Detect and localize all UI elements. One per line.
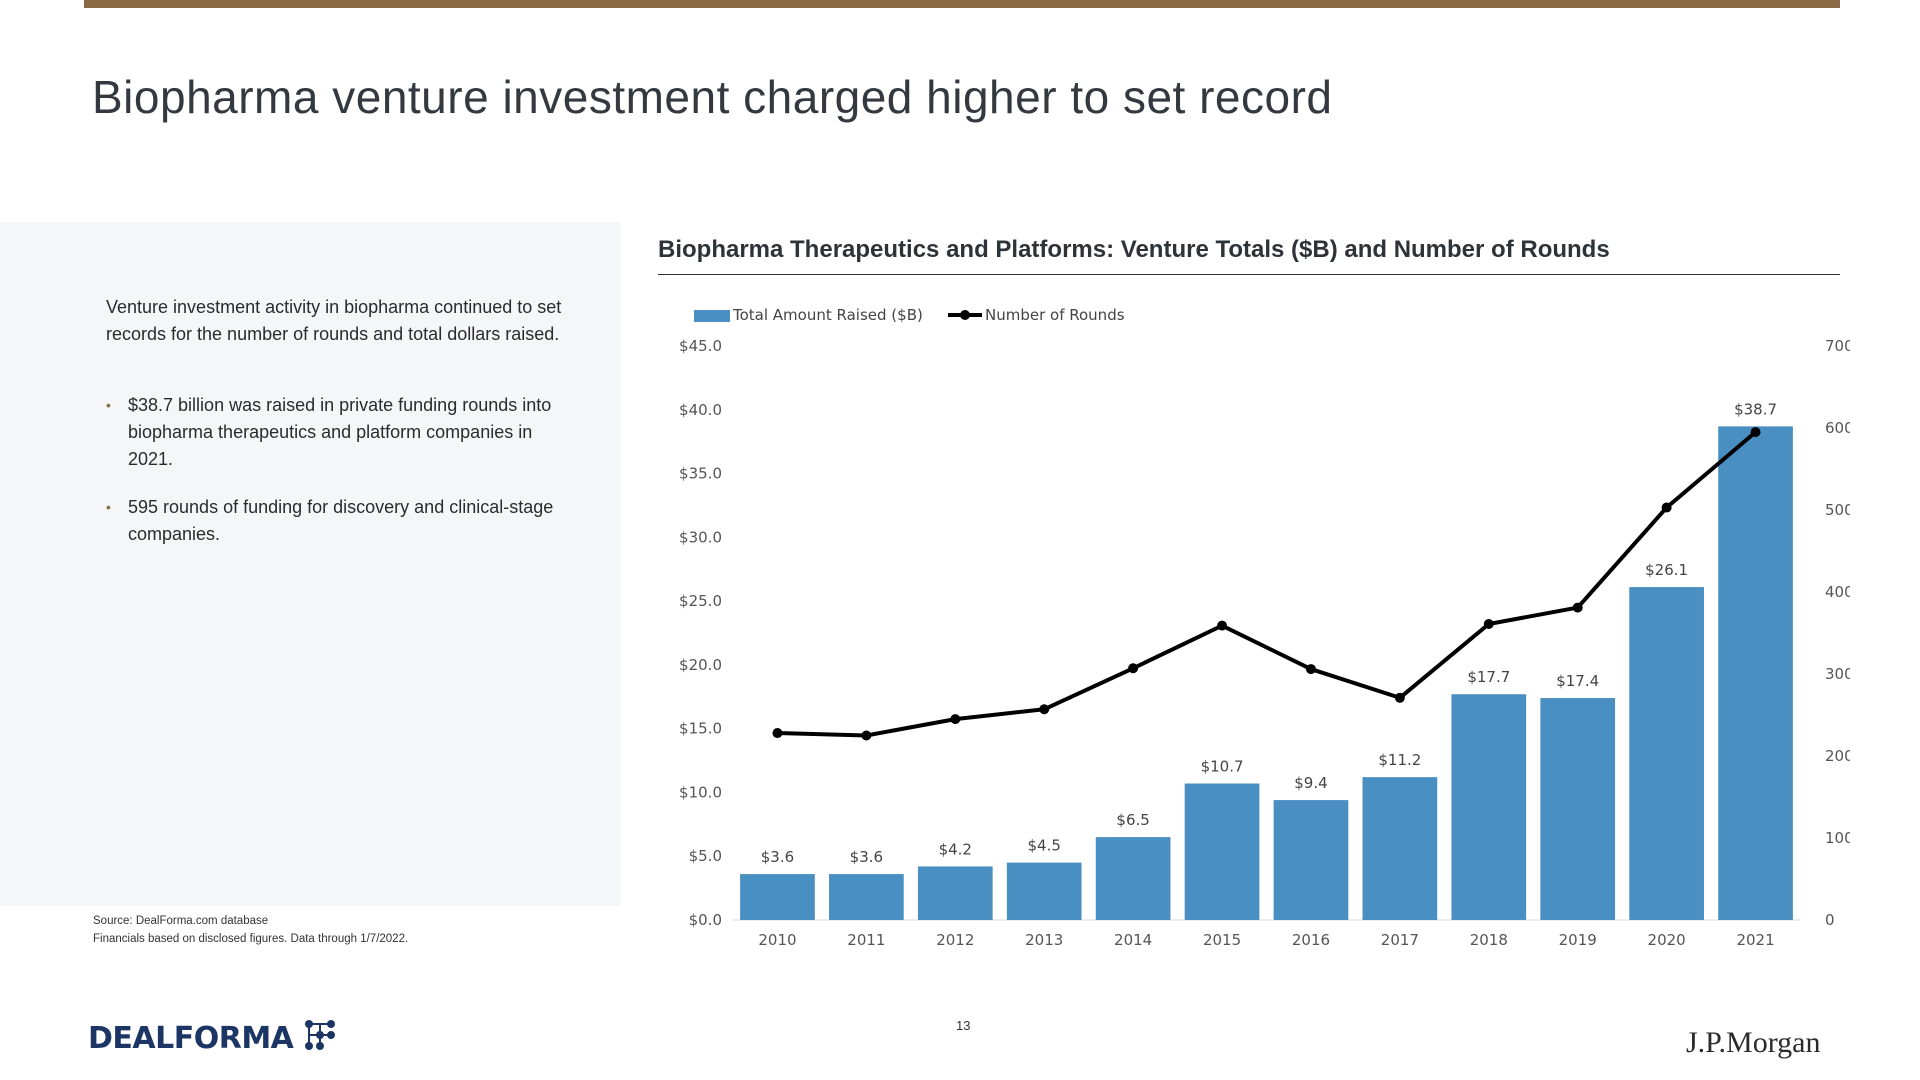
chart-title-rule (658, 274, 1840, 275)
venture-chart: Total Amount Raised ($B) Number of Rounds… (679, 306, 1850, 949)
bar-data-label: $4.2 (939, 840, 972, 858)
page-number: 13 (956, 1018, 971, 1033)
rounds-point (1661, 502, 1672, 513)
rounds-point (1039, 704, 1050, 715)
summary-intro: Venture investment activity in biopharma… (106, 297, 562, 344)
y-right-tick-label: 300 (1825, 665, 1850, 683)
y-right-tick-label: 400 (1825, 583, 1850, 601)
bullet-dot-icon: • (106, 397, 111, 413)
x-tick-label: 2013 (1025, 931, 1063, 949)
y-left-tick-label: $20.0 (679, 656, 722, 674)
y-left-tick-label: $30.0 (679, 528, 722, 546)
rounds-point (1128, 663, 1139, 674)
bar-data-label: $26.1 (1645, 561, 1688, 579)
bar-data-label: $3.6 (850, 848, 883, 866)
y-left-tick-label: $15.0 (679, 720, 722, 738)
y-left-tick-label: $35.0 (679, 465, 722, 483)
bar (1540, 698, 1616, 920)
bar-data-label: $6.5 (1116, 811, 1149, 829)
x-tick-label: 2012 (936, 931, 974, 949)
legend-line-label: Number of Rounds (985, 306, 1125, 324)
bar (1184, 783, 1260, 920)
bar (1273, 800, 1349, 920)
bar (1362, 777, 1438, 920)
bar-data-label: $17.7 (1467, 668, 1510, 686)
summary-panel: Venture investment activity in biopharma… (0, 222, 621, 906)
x-tick-label: 2020 (1648, 931, 1686, 949)
y-right-tick-label: 200 (1825, 747, 1850, 765)
y-left-tick-label: $5.0 (689, 847, 722, 865)
bar-data-label: $11.2 (1378, 751, 1421, 769)
y-left-tick-label: $40.0 (679, 401, 722, 419)
y-left-tick-label: $0.0 (689, 911, 722, 929)
page-title: Biopharma venture investment charged hig… (92, 71, 1333, 123)
y-right-tick-label: 100 (1825, 829, 1850, 847)
bar (1006, 862, 1082, 920)
y-right-tick-label: 700 (1825, 337, 1850, 355)
chart-title: Biopharma Therapeutics and Platforms: Ve… (658, 236, 1610, 263)
bar (829, 874, 904, 920)
source-line: Source: DealForma.com database (93, 915, 269, 927)
bar (1095, 837, 1171, 920)
x-tick-label: 2019 (1559, 931, 1597, 949)
bar (740, 874, 815, 920)
rounds-point (861, 730, 872, 741)
x-tick-label: 2016 (1292, 931, 1330, 949)
rounds-point (1572, 602, 1583, 613)
bar-data-label: $9.4 (1294, 774, 1327, 792)
x-tick-label: 2011 (847, 931, 885, 949)
rounds-point (1394, 692, 1405, 703)
y-right-tick-label: 0 (1825, 911, 1835, 929)
summary-bullets: • $38.7 billion was raised in private fun… (106, 392, 576, 569)
jpmorgan-logo: J.P.Morgan (1686, 1026, 1821, 1059)
x-tick-label: 2015 (1203, 931, 1241, 949)
x-tick-label: 2017 (1381, 931, 1419, 949)
source-note: Source: DealForma.com database Financial… (93, 912, 408, 948)
x-tick-label: 2021 (1736, 931, 1774, 949)
legend-bar-label: Total Amount Raised ($B) (732, 306, 923, 324)
summary-bullet-text: 595 rounds of funding for discovery and … (128, 497, 554, 544)
dealforma-logo-text: DEALFORMA (88, 1021, 294, 1056)
summary-bullet-text: $38.7 billion was raised in private fund… (128, 395, 552, 469)
rounds-point (772, 728, 783, 739)
bar (1629, 587, 1704, 920)
y-right-tick-label: 500 (1825, 501, 1850, 519)
top-accent-bar (84, 0, 1840, 8)
bar-data-label: $38.7 (1734, 400, 1777, 418)
source-line: Financials based on disclosed figures. D… (93, 933, 409, 945)
dealforma-logo: DEALFORMA (88, 1018, 337, 1056)
bullet-dot-icon: • (106, 499, 111, 515)
rounds-point (950, 714, 961, 725)
molecule-icon (305, 1020, 336, 1050)
rounds-point (1750, 427, 1761, 438)
bar-data-label: $3.6 (761, 848, 794, 866)
y-left-tick-label: $10.0 (679, 783, 722, 801)
legend-line-marker (960, 310, 970, 320)
y-left-tick-label: $45.0 (679, 337, 722, 355)
summary-bullet: • $38.7 billion was raised in private fun… (106, 392, 576, 473)
bar-data-label: $4.5 (1028, 837, 1061, 855)
rounds-point (1483, 618, 1494, 629)
rounds-point (1217, 620, 1228, 631)
x-tick-label: 2018 (1470, 931, 1508, 949)
bar (1451, 694, 1527, 920)
y-right-tick-label: 600 (1825, 419, 1850, 437)
bar-data-label: $17.4 (1556, 672, 1599, 690)
y-left-tick-label: $25.0 (679, 592, 722, 610)
bar-data-label: $10.7 (1201, 758, 1244, 776)
rounds-line (777, 430, 1757, 738)
rounds-point (1305, 664, 1316, 675)
bar (917, 866, 993, 920)
x-tick-label: 2010 (758, 931, 796, 949)
summary-bullet: • 595 rounds of funding for discovery and… (106, 494, 576, 548)
bar (1718, 426, 1793, 920)
legend-bar-swatch (694, 310, 730, 322)
x-tick-label: 2014 (1114, 931, 1152, 949)
